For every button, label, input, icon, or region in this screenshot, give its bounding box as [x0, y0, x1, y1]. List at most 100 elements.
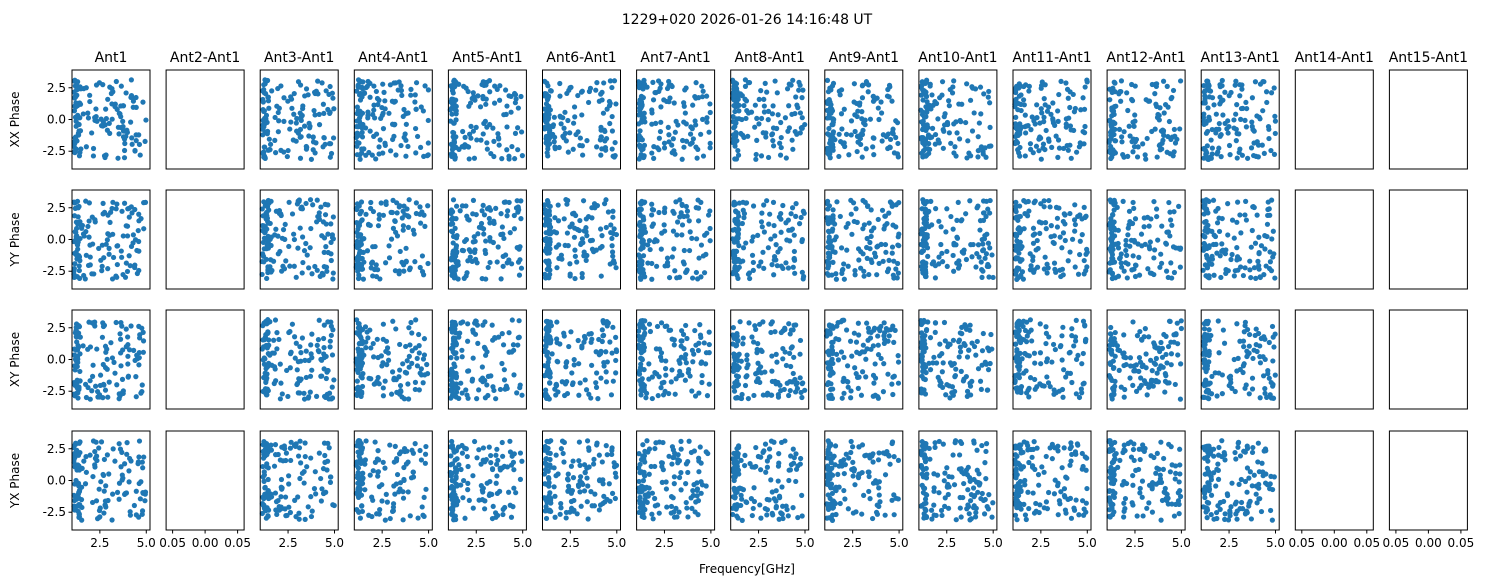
data-point [110, 231, 116, 237]
data-point [482, 319, 488, 325]
data-point [797, 337, 804, 344]
data-point [705, 450, 711, 457]
data-point [466, 156, 472, 162]
data-point [491, 100, 498, 106]
data-point [557, 113, 563, 119]
data-point [318, 475, 324, 482]
data-point [596, 452, 602, 458]
data-point [309, 367, 315, 373]
data-point [481, 212, 488, 218]
data-point [453, 243, 460, 249]
data-point [826, 515, 833, 521]
data-point [454, 355, 460, 361]
data-point [689, 235, 695, 241]
data-point [326, 396, 332, 402]
data-point [975, 154, 981, 160]
data-point [413, 150, 419, 156]
data-point [423, 486, 429, 492]
data-point [510, 504, 516, 510]
data-point [92, 448, 98, 455]
data-point [83, 469, 89, 475]
data-point [143, 117, 149, 123]
data-point [116, 496, 122, 502]
data-point [119, 376, 126, 382]
panel-frame [165, 430, 245, 531]
data-point [547, 217, 553, 224]
data-point [297, 225, 303, 231]
data-point [793, 201, 799, 207]
data-point [675, 122, 681, 128]
data-point [690, 488, 696, 494]
data-point [830, 207, 836, 213]
data-point [607, 339, 613, 345]
data-point [412, 92, 418, 98]
data-point [661, 209, 668, 216]
data-point [452, 107, 458, 113]
data-point [460, 128, 466, 135]
data-point [853, 509, 859, 515]
data-point [968, 242, 974, 248]
data-point [71, 213, 78, 219]
data-point [598, 124, 604, 130]
data-point [703, 361, 709, 367]
data-point [275, 129, 281, 135]
data-point [276, 336, 282, 343]
data-point [674, 275, 680, 281]
data-point [364, 248, 371, 254]
data-point [689, 505, 695, 512]
data-point [869, 259, 875, 266]
data-point [128, 94, 134, 101]
data-point [604, 323, 610, 329]
data-point [939, 92, 945, 98]
data-point [307, 197, 314, 203]
data-point [316, 111, 322, 117]
data-point [613, 231, 620, 238]
x-tick-label: 2.5 [373, 536, 392, 550]
data-point [265, 264, 271, 270]
data-point [331, 377, 337, 383]
data-point [671, 454, 677, 460]
data-point [312, 469, 318, 475]
data-point [826, 362, 832, 368]
data-point [392, 218, 398, 225]
panel-frame [165, 309, 245, 410]
data-point [867, 455, 873, 461]
data-point [76, 275, 83, 281]
y-axis-label: XY Phase [8, 332, 22, 387]
data-point [295, 494, 301, 500]
data-point [682, 377, 688, 383]
data-point [852, 272, 858, 278]
data-point [883, 325, 889, 332]
data-point [682, 110, 688, 116]
data-point [285, 393, 291, 400]
data-point [96, 80, 103, 86]
data-point [85, 346, 91, 352]
data-point [666, 274, 673, 281]
data-point [561, 125, 567, 131]
data-point [356, 489, 362, 495]
data-point [408, 475, 415, 481]
data-point [841, 276, 847, 282]
data-point [126, 479, 132, 485]
y-tick-label: -2.5 [43, 384, 66, 398]
data-point [683, 85, 689, 91]
data-point [654, 263, 660, 269]
data-point [83, 394, 90, 401]
data-point [707, 238, 713, 244]
data-point [125, 334, 131, 340]
data-point [453, 375, 459, 381]
data-point [291, 90, 297, 97]
data-point [923, 93, 929, 99]
data-point [848, 211, 854, 217]
data-point [393, 326, 399, 332]
data-point [755, 341, 761, 347]
data-point [510, 342, 517, 348]
data-point [689, 347, 696, 353]
data-point [569, 381, 576, 388]
data-point [97, 382, 103, 389]
data-point [470, 197, 477, 203]
data-point [849, 231, 855, 237]
data-point [641, 325, 648, 332]
data-point [450, 349, 456, 355]
data-point [272, 452, 279, 458]
